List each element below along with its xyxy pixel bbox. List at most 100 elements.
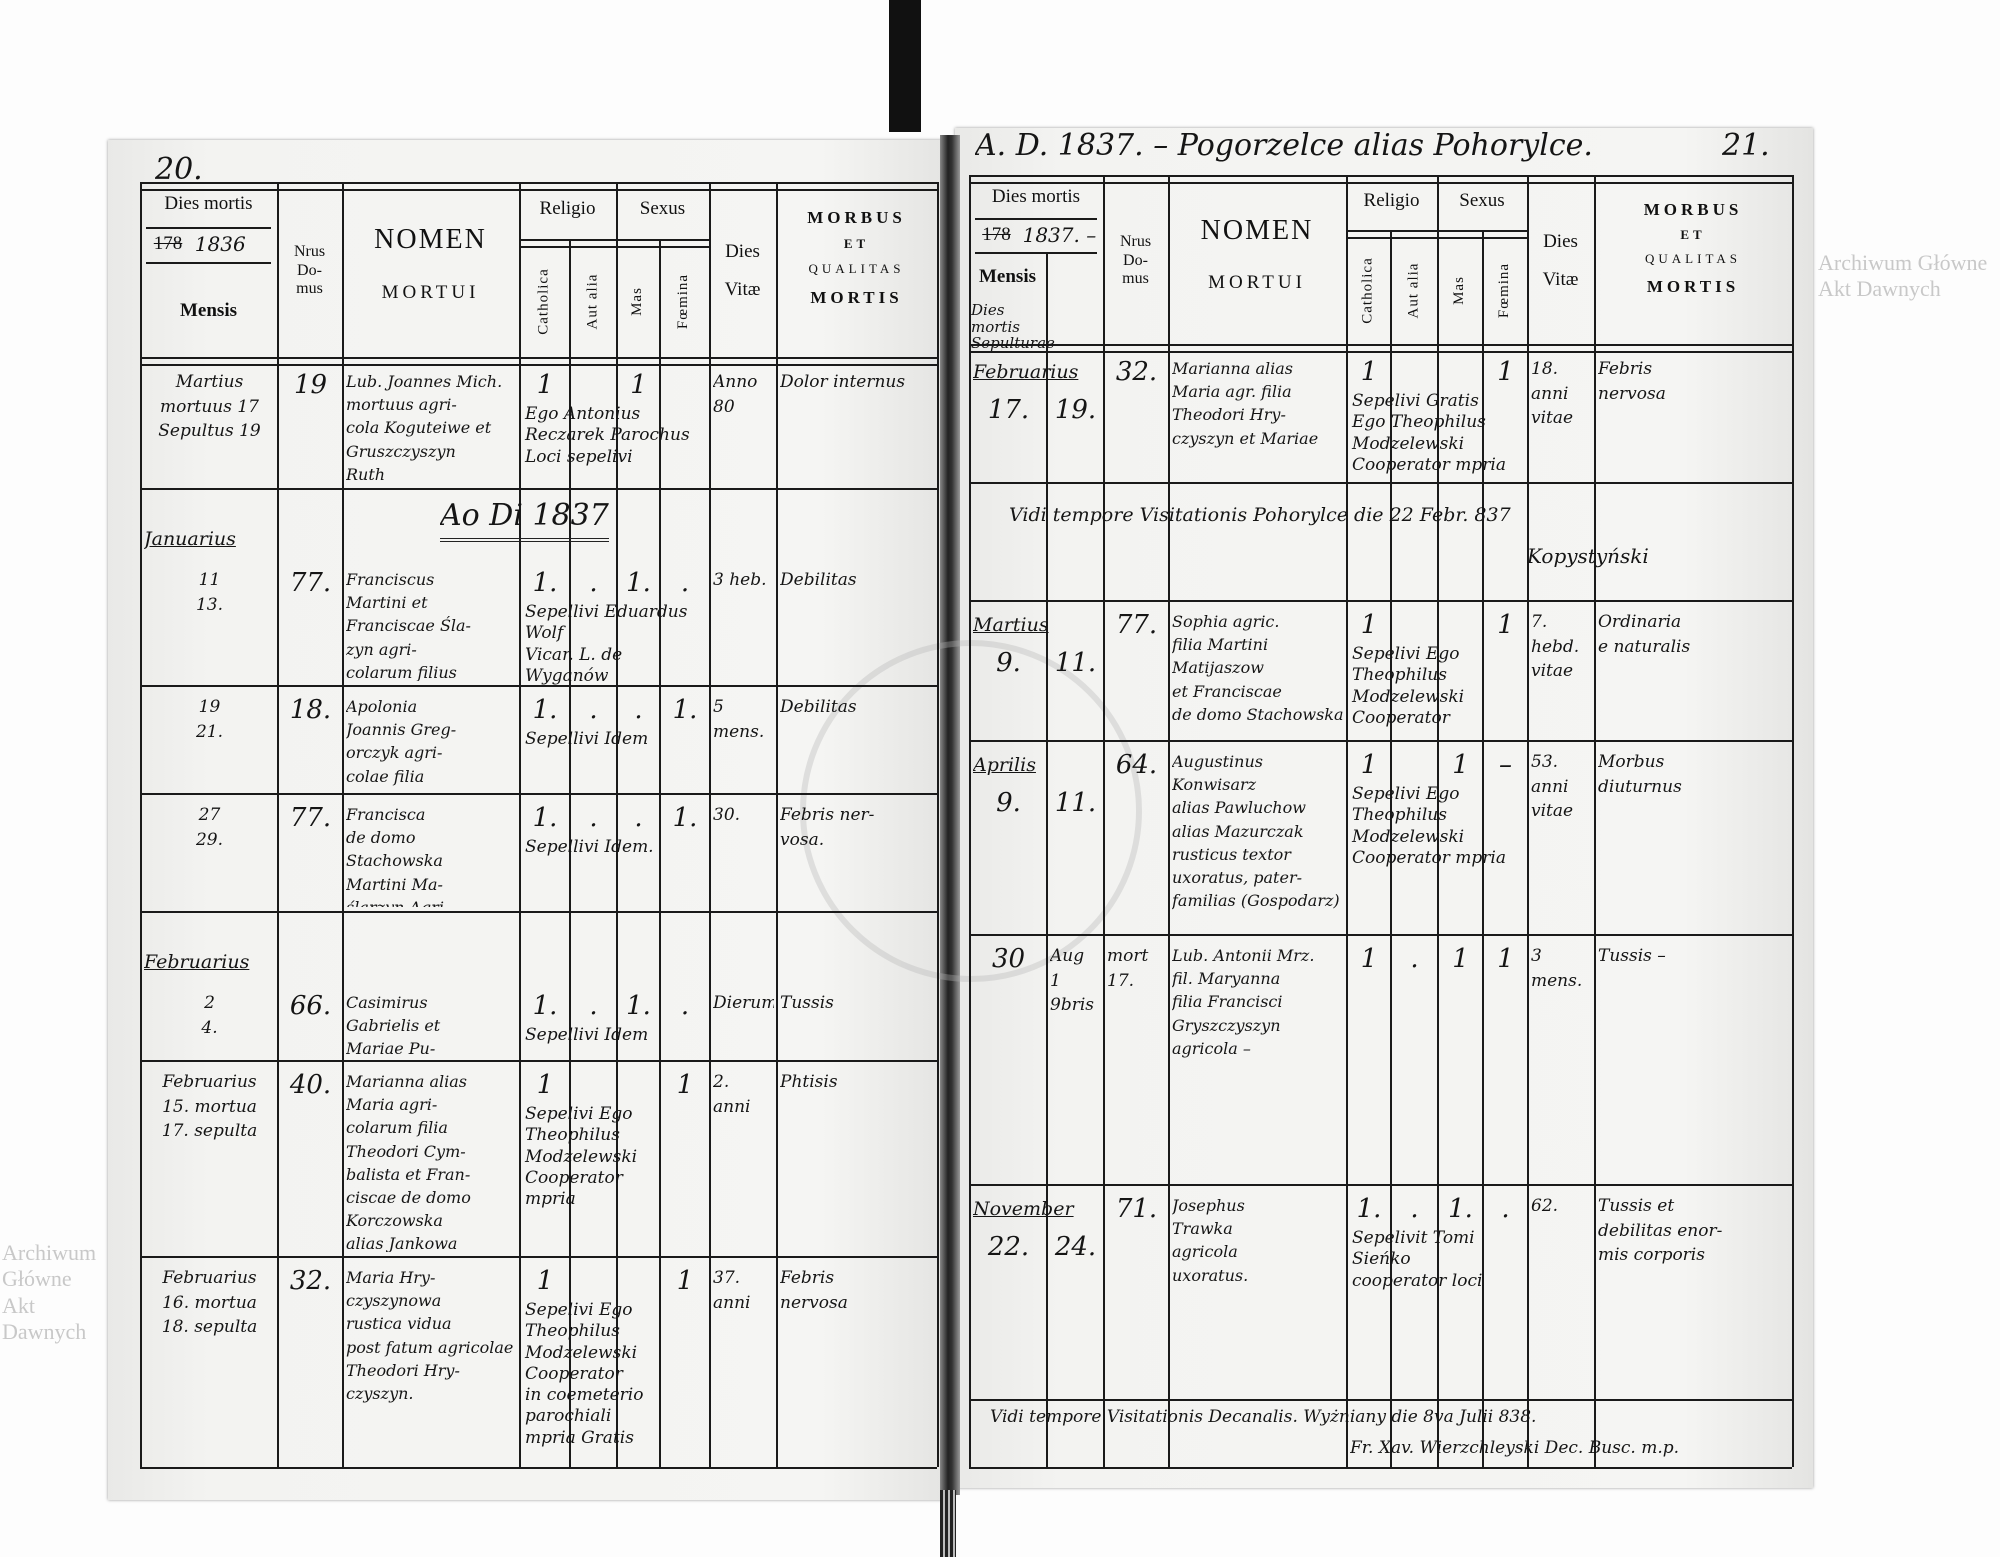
cell-sepelivit: Sepellivi Idem [525, 729, 649, 749]
cell-date: 11 13. [195, 570, 224, 615]
cell-morbus: Dolor internus [780, 372, 906, 392]
cell-dies-sepulturae: 11. [1054, 648, 1097, 678]
column-rule [1594, 175, 1596, 1467]
header-religio-sexus-rule [519, 238, 709, 248]
cell-sepelivit: Sepelivi Ego Theophilus Modzelewski Coop… [525, 1104, 638, 1209]
cell-morbus: Debilitas [780, 697, 857, 717]
column-rule [277, 182, 279, 1467]
cell-dies-vitae: 18. anni vitae [1531, 359, 1574, 429]
column-rule [1103, 175, 1105, 1467]
row-rule [140, 1256, 937, 1258]
cell-catholica: 1. [532, 803, 558, 833]
row-rule [969, 1399, 1792, 1401]
row-rule [140, 911, 937, 913]
cell-sepelivit: Sepellivi Idem [525, 1025, 649, 1045]
cell-sepelivit: Sepellivi Idem. [525, 837, 654, 857]
cell-sepelivit: Sepelivi Ego Theophilus Modzelewski Coop… [1352, 784, 1506, 868]
cell-catholica: 1. [532, 991, 558, 1021]
cell-nomen: Lub. Joannes Mich. mortuus agri- cola Ko… [346, 372, 503, 484]
bookmark-ribbon-bottom [940, 1490, 956, 1557]
cell-morbus: Tussis et debilitas enor- mis corporis [1598, 1196, 1723, 1266]
cell-catholica: 1. [1356, 1194, 1382, 1224]
cell-morbus: Debilitas [780, 570, 857, 590]
cell-domus: 19 [293, 370, 328, 400]
header-morbus: MORBUS [1643, 199, 1743, 219]
cell-catholica: 1. [532, 695, 558, 725]
header-catholica: Catholica [519, 246, 569, 356]
header-aut_alia-label: Aut alia [1405, 262, 1421, 319]
header-nomen: NOMEN [374, 223, 487, 255]
cell-catholica: 1 [1360, 750, 1378, 780]
cell-domus: 32. [289, 1266, 332, 1296]
column-rule [569, 240, 571, 1467]
cell-nomen: Apolonia Joannis Greg- orczyk agri- cola… [346, 697, 457, 786]
header-morbus: MORBUS [807, 207, 906, 227]
cell-catholica: 1 [536, 370, 554, 400]
table-top-rule [140, 182, 937, 191]
cell-date: 27 29. [195, 805, 224, 850]
cell-aut-alia: . [589, 695, 598, 725]
cell-morbus: Morbus diuturnus [1598, 752, 1682, 797]
row-rule [140, 685, 937, 687]
column-rule [1792, 175, 1794, 1467]
cell-dies-mortis: 9. [996, 648, 1021, 678]
column-rule [1437, 175, 1439, 1467]
visitation-signature: Kopystyński [1527, 544, 1649, 568]
column-rule [519, 182, 521, 1467]
cell-dies-vitae: Anno 80 [713, 372, 758, 417]
cell-dies-vitae: 3 heb. [713, 570, 767, 590]
header-year-written: 1836 [194, 232, 246, 257]
cell-dies-vitae: 62. [1531, 1196, 1559, 1216]
cell-mas: 1. [1448, 1194, 1473, 1224]
cell-sepelivit: Sepelivi Gratis Ego Theophilus Modzelews… [1352, 391, 1506, 475]
header-year-printed: 178 [153, 233, 183, 255]
column-rule [1346, 175, 1348, 1467]
row-rule [969, 600, 1792, 602]
cell-dies-mortis: 17. [987, 395, 1030, 425]
cell-dies-vitae: 2. anni [713, 1072, 751, 1117]
header-foemina: Fœmina [659, 246, 709, 356]
cell-dies-vitae: 53. anni vitae [1531, 752, 1574, 822]
cell-catholica: 1 [1360, 357, 1378, 387]
cell-domus: 77. [1115, 610, 1158, 640]
cell-aut-alia: . [1410, 1194, 1419, 1224]
cell-mas: 1 [1452, 750, 1469, 780]
column-rule [1527, 175, 1529, 1467]
header-dies-mortis: Dies mortis [164, 193, 253, 215]
header-year-written: 1837. – [1022, 223, 1097, 248]
cell-date: Februarius 15. mortua 17. sepulta [161, 1072, 258, 1142]
column-rule [709, 182, 711, 1467]
header-mensis-note: Dies mortis Sepulturae [971, 302, 1055, 352]
header-domus: Nrus Do- mus [1119, 233, 1152, 288]
table-bottom-rule [140, 1467, 937, 1469]
cell-date: Februarius 16. mortua 18. sepulta [161, 1268, 258, 1338]
header-catholica: Catholica [1346, 237, 1390, 344]
column-rule [140, 182, 142, 1467]
header-religio: Religio [1363, 189, 1420, 211]
cell-dies-vitae: 5 mens. [713, 697, 765, 742]
cell-femina: – [1499, 750, 1512, 780]
cell-sepelivit: Sepellivi Eduardus Wolf Vicar. L. de Wyg… [525, 602, 688, 686]
cell-date: 2 4. [201, 993, 218, 1038]
cell-nomen: Josephus Trawka agricola uxoratus. [1172, 1196, 1249, 1285]
cell-morbus: Febris nervosa [780, 1268, 848, 1313]
cell-aut-alia: . [589, 991, 598, 1021]
cell-month: Aprilis [973, 754, 1036, 776]
cell-sepelivit: Ego Antonius Reczarek Parochus Loci sepe… [525, 404, 690, 467]
cell-sepelivit: Sepelivi Ego Theophilus Modzelewski Coop… [525, 1300, 644, 1448]
cell-domus: 71. [1115, 1194, 1158, 1224]
header-mortui: MORTUI [381, 282, 480, 304]
cell-morbus: Febris nervosa [1598, 359, 1666, 404]
cell-mas: . [634, 803, 643, 833]
cell-catholica: 1 [1360, 610, 1378, 640]
cell-nomen: Augustinus Konwisarz alias Pawluchow ali… [1172, 752, 1340, 911]
cell-dies-sepulturae: Aug 1 9bris [1050, 946, 1094, 1016]
header-et: ET [1680, 226, 1706, 242]
cell-femina: 1. [672, 695, 698, 725]
cell-mas: 1. [626, 568, 651, 598]
header-sub-rule [975, 252, 1097, 255]
column-rule [1390, 231, 1392, 1467]
column-rule [937, 182, 939, 1467]
cell-domus: 77. [289, 803, 332, 833]
cell-domus: mort 17. [1107, 946, 1149, 991]
